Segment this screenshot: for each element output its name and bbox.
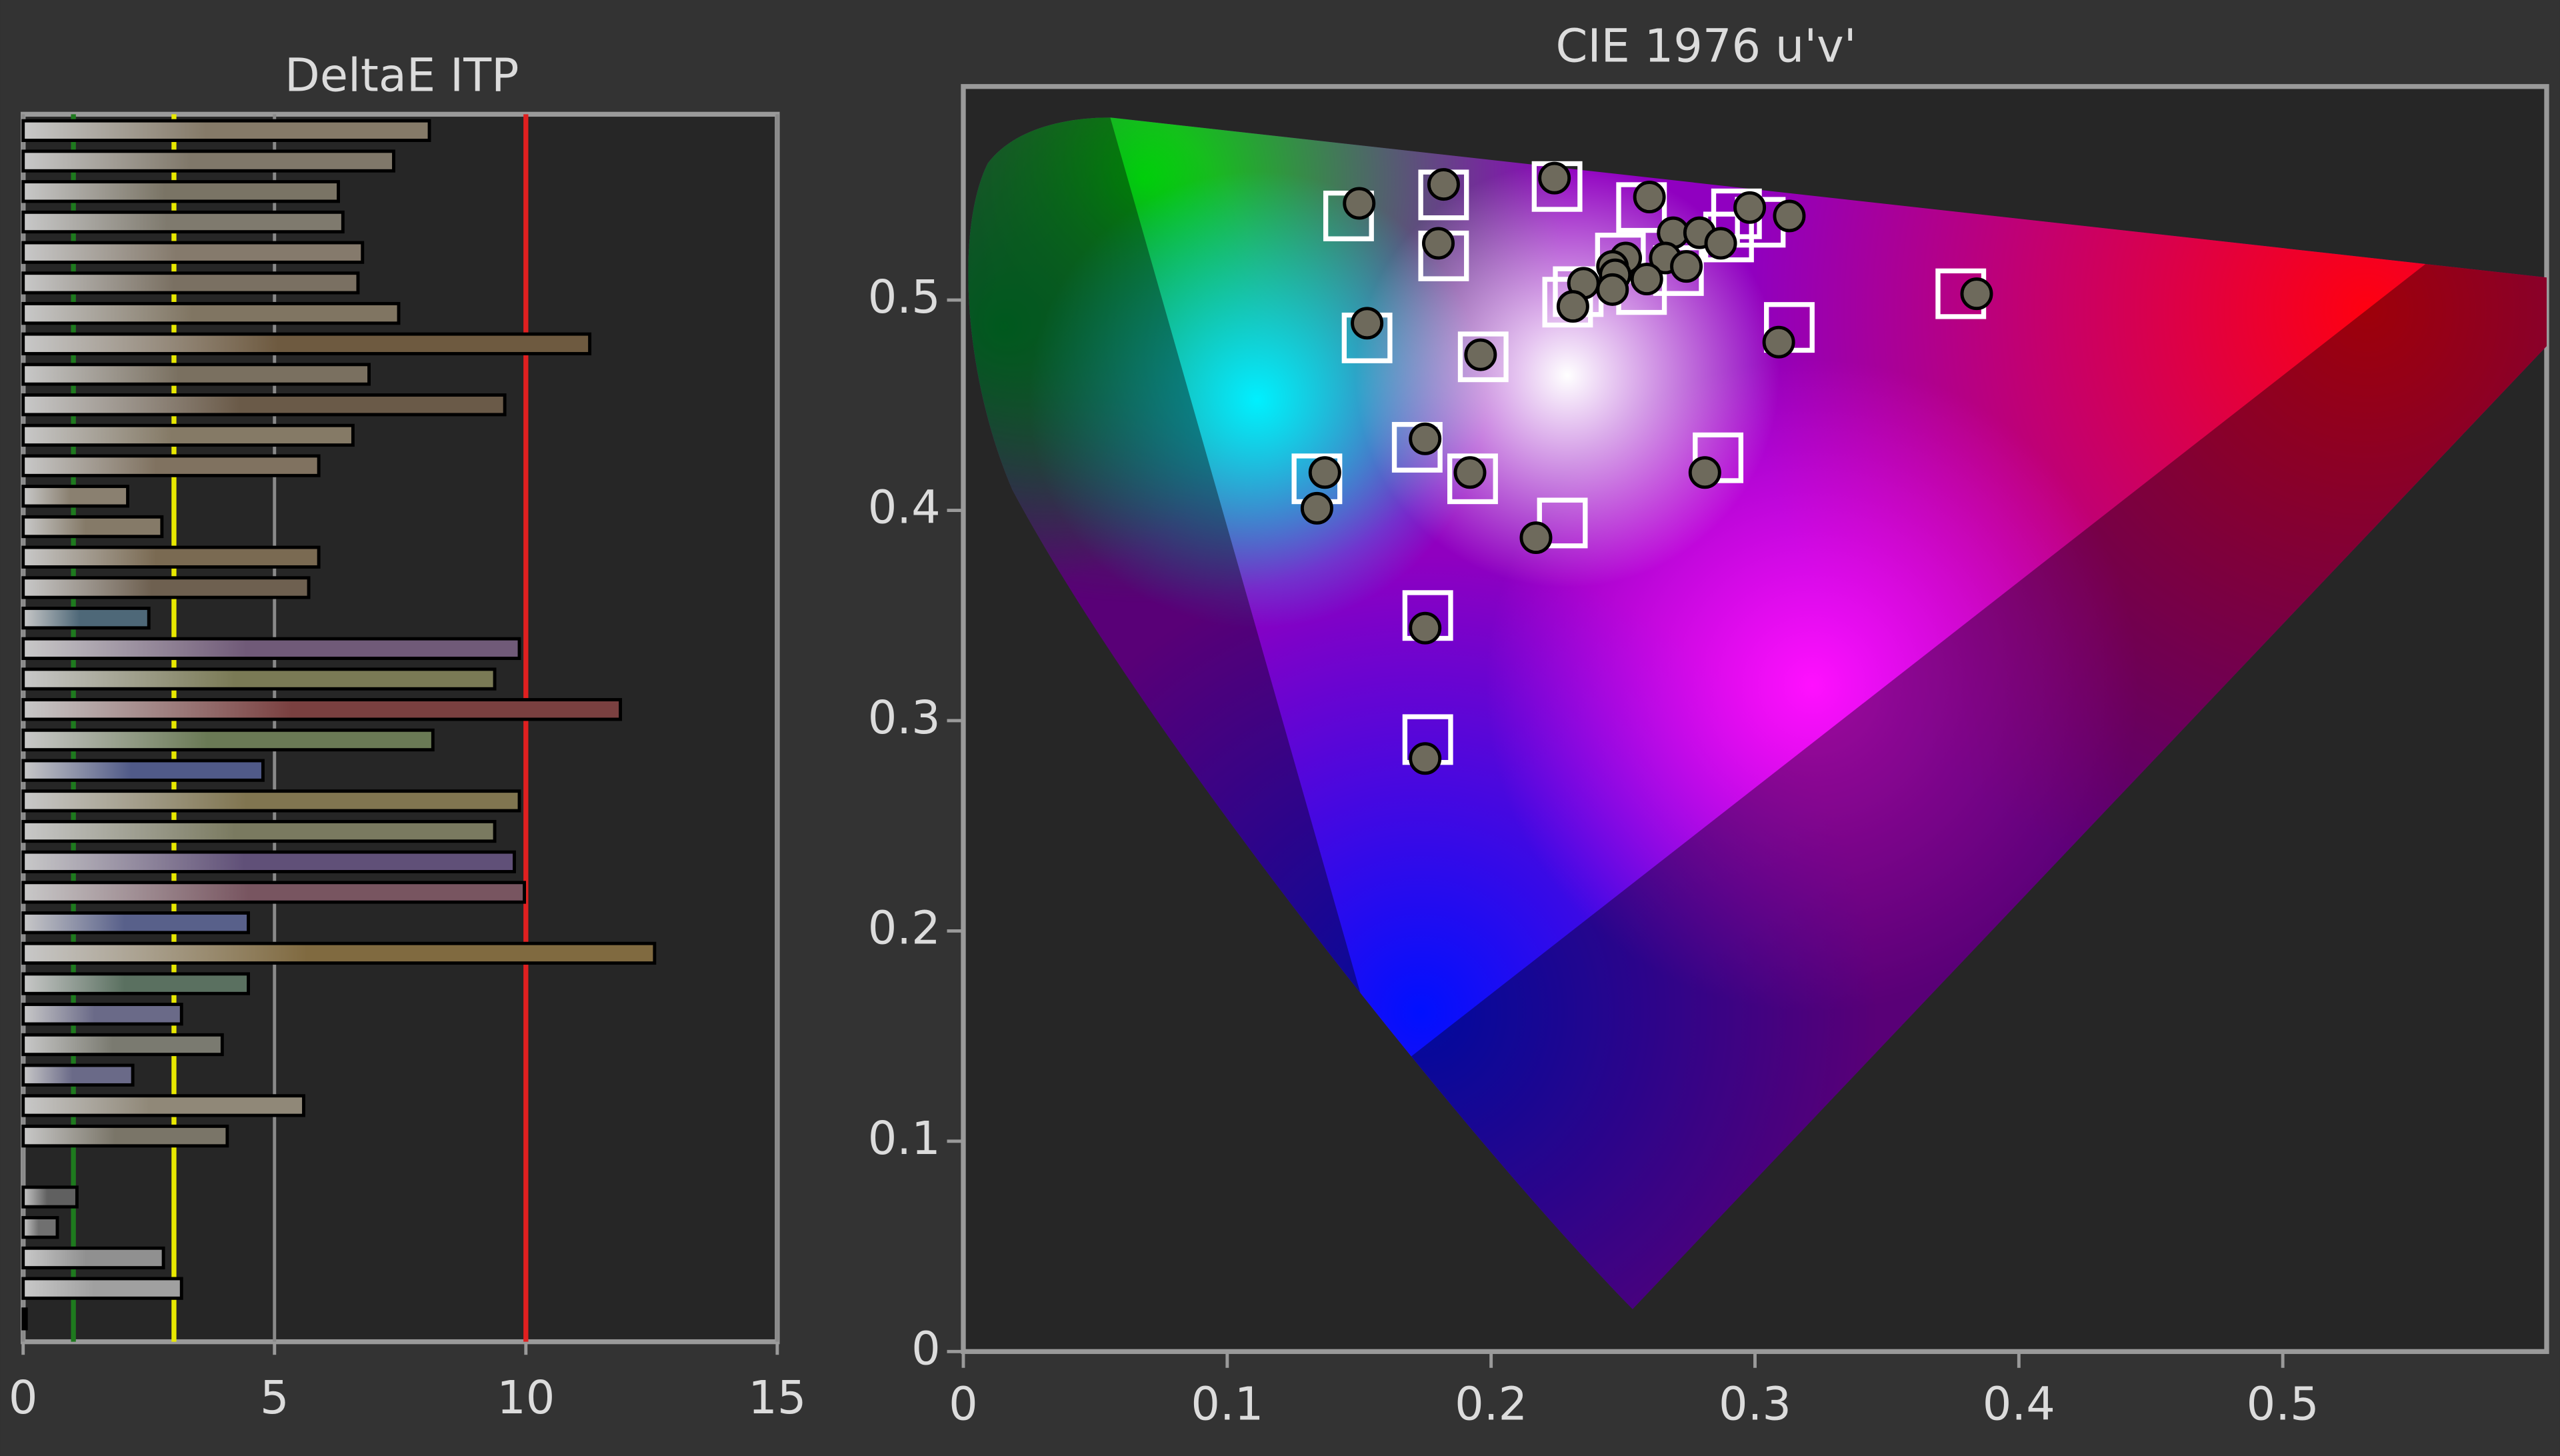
y-tick-label: 0.3	[868, 691, 941, 745]
bar	[21, 606, 151, 630]
bar	[21, 698, 623, 721]
bar	[21, 1033, 224, 1057]
bar	[21, 180, 340, 203]
bar	[21, 1094, 305, 1117]
y-tick-label: 0	[911, 1322, 941, 1375]
measured-point	[1453, 456, 1487, 489]
bar	[21, 363, 371, 386]
x-tick-label: 0.3	[1719, 1378, 1791, 1431]
measured-point	[1409, 742, 1442, 775]
measured-point	[1308, 456, 1341, 489]
bar	[21, 637, 521, 660]
target-marker	[1391, 421, 1443, 473]
bar	[21, 1063, 135, 1087]
bar	[21, 911, 251, 935]
bar	[21, 819, 497, 843]
bar	[21, 210, 345, 234]
bar	[21, 1307, 28, 1331]
bar	[21, 576, 311, 599]
x-tick-label: 10	[497, 1371, 555, 1425]
measured-point	[1409, 611, 1442, 645]
bar	[21, 332, 592, 355]
bar	[21, 850, 516, 873]
bar	[21, 454, 321, 477]
measured-point	[1300, 491, 1333, 525]
bar	[21, 515, 164, 539]
measured-point	[1538, 161, 1571, 195]
bar	[21, 149, 395, 173]
measured-point	[1409, 422, 1442, 455]
y-tick-label: 0.5	[868, 271, 941, 324]
measured-point	[1960, 277, 1993, 311]
bar	[21, 881, 527, 904]
measured-point	[1422, 227, 1455, 260]
x-tick-label: 5	[260, 1371, 289, 1425]
measured-point	[1733, 191, 1767, 224]
measured-point	[1630, 263, 1663, 296]
y-tick-label: 0.2	[868, 901, 941, 955]
measured-point	[1464, 338, 1497, 371]
bar	[21, 1216, 59, 1239]
measured-point	[1351, 307, 1384, 340]
target-marker	[1447, 453, 1498, 505]
chart-title: DeltaE ITP	[285, 49, 519, 103]
measured-point	[1670, 250, 1703, 283]
bar	[21, 667, 497, 691]
x-tick-label: 0.5	[2247, 1378, 2319, 1431]
bar	[21, 393, 507, 417]
y-tick-label: 0.1	[868, 1112, 941, 1165]
x-tick-label: 0	[9, 1371, 38, 1425]
x-tick-label: 0.1	[1191, 1378, 1263, 1431]
bar	[21, 545, 321, 569]
bar	[21, 423, 355, 447]
y-tick-label: 0.4	[868, 481, 941, 535]
bar	[21, 485, 130, 508]
measured-point	[1704, 227, 1737, 260]
measured-point	[1633, 181, 1666, 214]
bar	[21, 119, 431, 143]
measured-point	[1596, 273, 1629, 306]
bar	[21, 941, 657, 965]
bar	[21, 301, 401, 325]
scatter-layer: 0 0.1 0.2 0.3 0.4 0.5 0 0.1 0.2 0.3 0.4 0.5	[868, 161, 2319, 1431]
measured-point	[1519, 521, 1553, 555]
bar	[21, 972, 251, 995]
bar	[21, 1124, 229, 1148]
measured-point	[1556, 290, 1589, 323]
bar-plot-area	[21, 111, 780, 1345]
bar	[21, 759, 265, 782]
measured-point	[1427, 168, 1460, 201]
bar	[21, 1277, 183, 1300]
target-marker	[1457, 331, 1509, 383]
bar	[21, 1246, 165, 1270]
bar	[21, 728, 435, 752]
x-tick-label: 0.2	[1455, 1378, 1527, 1431]
bar	[21, 1185, 79, 1209]
measured-point	[1688, 456, 1721, 489]
measured-point	[1773, 199, 1806, 233]
x-tick-label: 0	[949, 1378, 978, 1431]
measured-point	[1762, 325, 1795, 359]
x-tick-label: 0.4	[1983, 1378, 2055, 1431]
bar	[21, 1003, 183, 1026]
measured-point	[1343, 187, 1376, 220]
bar-layer: 0 5 10 15	[9, 114, 807, 1425]
x-tick-label: 15	[748, 1371, 806, 1425]
bar	[21, 241, 365, 264]
chart-title: CIE 1976 u'v'	[1555, 19, 1856, 73]
bar	[21, 271, 360, 295]
bar	[21, 789, 521, 813]
